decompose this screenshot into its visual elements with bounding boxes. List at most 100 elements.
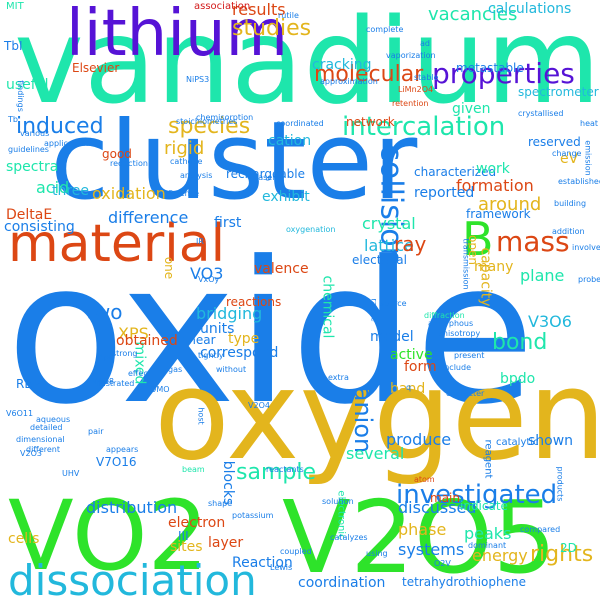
word-addition: addition bbox=[552, 227, 585, 236]
word-different: different bbox=[26, 445, 60, 454]
word-vo3: VO3 bbox=[190, 264, 224, 283]
word-active: active bbox=[390, 347, 433, 363]
word-shear: shear bbox=[182, 333, 216, 347]
word-mit: MIT bbox=[6, 1, 24, 12]
word-cracking: cracking bbox=[312, 57, 372, 73]
word-source: source bbox=[380, 299, 407, 308]
word-bond: bond bbox=[492, 330, 548, 355]
word-range: range bbox=[369, 298, 379, 322]
word-indicate: indicate bbox=[460, 499, 508, 513]
word-v7o16: V7O16 bbox=[96, 455, 137, 469]
word-host: host bbox=[196, 407, 206, 425]
word-chemical: chemical bbox=[319, 275, 336, 339]
word-present: present bbox=[454, 351, 485, 360]
word-many: many bbox=[474, 259, 514, 275]
word-building: building bbox=[554, 199, 587, 208]
word-emission: emission bbox=[583, 140, 593, 176]
word-tetrahydrothiophene: tetrahydrothiophene bbox=[402, 575, 526, 589]
word-species: species bbox=[168, 114, 251, 139]
word-compared: compared bbox=[520, 525, 561, 534]
word-type: type bbox=[228, 331, 260, 347]
word-cluster: cluster bbox=[50, 99, 418, 224]
word-given: given bbox=[452, 101, 491, 117]
word-diffraction: diffraction bbox=[424, 311, 465, 320]
word-sites: sites bbox=[170, 539, 203, 555]
word-apo: ApO bbox=[98, 353, 115, 362]
word-ad: ad bbox=[420, 39, 430, 48]
word-units: units bbox=[200, 321, 235, 337]
word-ray: ray bbox=[394, 232, 427, 256]
word-ev: eV bbox=[560, 151, 579, 167]
word-spectra: spectra bbox=[6, 159, 59, 175]
word-v4o8: V4O8 bbox=[92, 377, 114, 386]
word-useful: useful bbox=[6, 77, 49, 93]
word-shape: shape bbox=[208, 499, 233, 508]
word-results: results bbox=[232, 0, 286, 19]
word-rbm: RBM bbox=[16, 377, 43, 391]
word-character: character bbox=[446, 389, 485, 398]
word-solution: solution bbox=[322, 497, 354, 506]
word-oxidation: oxidation bbox=[92, 184, 166, 203]
word-elsevier: Elsevier bbox=[72, 61, 120, 75]
word-gas: gas bbox=[168, 365, 183, 374]
word-lewis: Lewis bbox=[270, 563, 293, 572]
word-vanadium: vanadium bbox=[14, 0, 600, 130]
word-form: form bbox=[404, 359, 437, 375]
word-material: material bbox=[8, 214, 226, 274]
word-v2o5: V2O5 bbox=[282, 479, 557, 596]
word-uhv: UHV bbox=[62, 469, 80, 478]
word-2d: 2D bbox=[560, 541, 577, 555]
word-limn2o4: LiMn2O4 bbox=[398, 85, 434, 94]
word-vacancies: vacancies bbox=[428, 4, 518, 25]
word-probe: probe bbox=[578, 275, 600, 284]
word-bridging: bridging bbox=[196, 304, 263, 323]
word-vxoy: VxOy bbox=[198, 275, 220, 284]
word-illustrated: illustrated bbox=[94, 379, 135, 388]
word-crystallised: crystallised bbox=[518, 109, 564, 118]
word-stoichiometries: stoichiometries bbox=[176, 117, 238, 126]
word-findings: findings bbox=[15, 80, 25, 112]
word-anisotropy: anisotropy bbox=[438, 329, 481, 338]
word-lattice: lattice bbox=[364, 236, 414, 255]
word-crystal: crystal bbox=[362, 214, 416, 233]
word-distribution: distribution bbox=[86, 498, 178, 517]
word-induced: induced bbox=[16, 114, 104, 139]
word-rutile: rutile bbox=[278, 11, 299, 20]
word-laser: laser bbox=[256, 173, 276, 182]
word-valence: valence bbox=[254, 261, 309, 277]
word-systems: systems bbox=[398, 540, 465, 559]
word-effect: effect bbox=[128, 369, 151, 378]
word-plane: plane bbox=[520, 266, 565, 285]
word-ir: IR bbox=[196, 237, 204, 246]
word-involves: involves bbox=[572, 243, 600, 252]
word-electrical: electrical bbox=[352, 253, 407, 267]
word-include: include bbox=[442, 363, 471, 372]
word-xps: XPS bbox=[118, 324, 149, 343]
word-products: products bbox=[555, 466, 565, 502]
word-chemisorption: chemisorption bbox=[196, 113, 254, 122]
word-intercalation: intercalation bbox=[342, 112, 506, 142]
word-heat: heat bbox=[580, 119, 599, 128]
word-framework: framework bbox=[466, 207, 531, 221]
word-reactants: reactants bbox=[266, 465, 304, 474]
word-analysis: analysis bbox=[180, 171, 213, 180]
word-application: application bbox=[44, 139, 89, 148]
word-around: around bbox=[478, 194, 542, 215]
word-reaction: Reaction bbox=[232, 555, 293, 571]
word-iii: III bbox=[178, 529, 189, 543]
word-difference: difference bbox=[108, 208, 189, 227]
word-catalyzes: catalyzes bbox=[330, 533, 368, 542]
word-shown: shown bbox=[528, 433, 574, 449]
word-consisting: consisting bbox=[4, 219, 75, 235]
word-reduction: reduction bbox=[110, 159, 148, 168]
word-extra: extra bbox=[328, 373, 349, 382]
word-reported: reported bbox=[414, 185, 475, 201]
word-approximation: approximation bbox=[320, 77, 378, 86]
word-without: without bbox=[216, 365, 247, 374]
word-produce: produce bbox=[386, 430, 452, 449]
word-established: established bbox=[558, 177, 600, 186]
word-b: B bbox=[462, 212, 494, 266]
word-homo: HOMO bbox=[144, 385, 170, 394]
word-oxygenation: oxygenation bbox=[286, 225, 336, 234]
